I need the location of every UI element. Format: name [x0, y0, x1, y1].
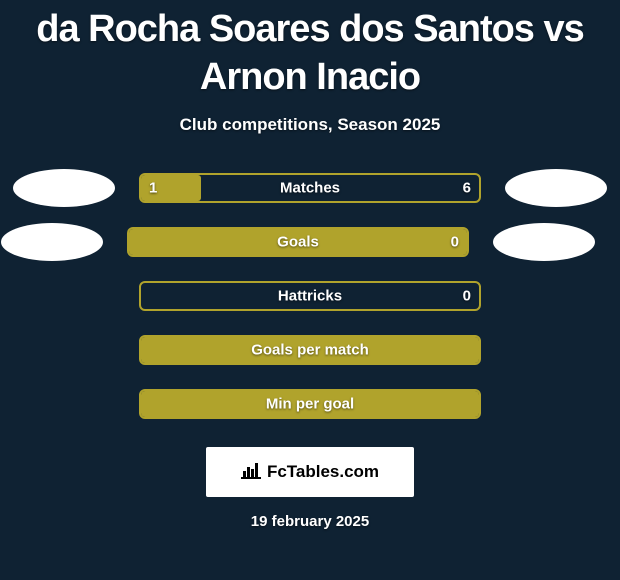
stat-row: 0Hattricks — [0, 277, 620, 315]
player-photo-left — [1, 223, 103, 261]
photo-spacer-left — [13, 277, 115, 315]
stat-rows: 16Matches 0Goals 0Hattricks Goals per match… — [0, 169, 620, 423]
stat-bar: 16Matches — [139, 173, 481, 203]
stat-row: 0Goals — [0, 223, 620, 261]
stat-bar: Min per goal — [139, 389, 481, 419]
date-label: 19 february 2025 — [251, 513, 369, 530]
stat-label: Hattricks — [141, 288, 479, 305]
stat-label: Matches — [141, 180, 479, 197]
player-photo-left — [13, 169, 115, 207]
stat-label: Goals per match — [141, 342, 479, 359]
photo-spacer-left — [13, 331, 115, 369]
stat-bar: 0Goals — [127, 227, 469, 257]
stat-label: Goals — [129, 234, 467, 251]
chart-icon — [241, 461, 261, 484]
subtitle: Club competitions, Season 2025 — [180, 115, 441, 135]
player-photo-right — [493, 223, 595, 261]
stat-row: Goals per match — [0, 331, 620, 369]
photo-spacer-left — [13, 385, 115, 423]
player-photo-right — [505, 169, 607, 207]
stat-label: Min per goal — [141, 396, 479, 413]
fctables-logo: FcTables.com — [206, 447, 414, 497]
logo-text: FcTables.com — [267, 462, 379, 482]
page-title: da Rocha Soares dos Santos vs Arnon Inac… — [0, 0, 620, 101]
stat-bar: 0Hattricks — [139, 281, 481, 311]
stat-bar: Goals per match — [139, 335, 481, 365]
photo-spacer-right — [505, 277, 607, 315]
photo-spacer-right — [505, 331, 607, 369]
photo-spacer-right — [505, 385, 607, 423]
stat-row: Min per goal — [0, 385, 620, 423]
stat-row: 16Matches — [0, 169, 620, 207]
comparison-card: da Rocha Soares dos Santos vs Arnon Inac… — [0, 0, 620, 530]
